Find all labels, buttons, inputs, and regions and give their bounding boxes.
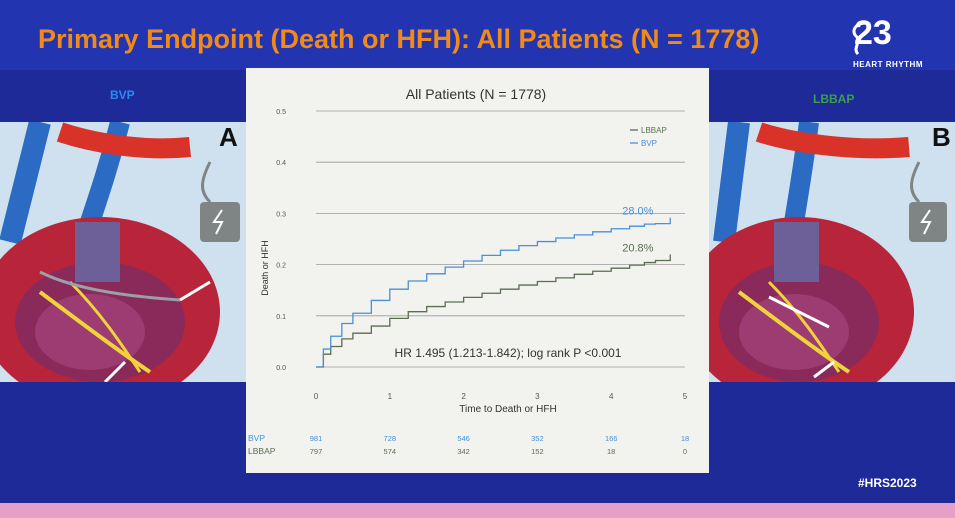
y-tick-0.5: 0.5	[276, 109, 286, 116]
at-risk-lbbap-1: 574	[384, 447, 397, 456]
x-tick-3: 3	[535, 392, 540, 401]
bvp-panel-label: BVP	[110, 88, 135, 102]
series-lines	[316, 217, 671, 368]
at-risk-lbbap-0: 797	[310, 447, 323, 456]
logo-swirl-icon	[852, 21, 871, 56]
at-risk-lbbap-3: 152	[531, 447, 544, 456]
at-risk-bvp-5: 18	[681, 434, 689, 443]
x-axis-label: Time to Death or HFH	[459, 404, 556, 415]
bvp-heart-illustration	[0, 122, 246, 382]
grid-lines	[316, 110, 685, 368]
legend-label-bvp: BVP	[641, 139, 657, 148]
at-risk-bvp-4: 166	[605, 434, 618, 443]
x-tick-2: 2	[461, 392, 466, 401]
lbbap-curve	[316, 254, 671, 368]
at-risk-lbbap-5: 0	[683, 447, 687, 456]
y-tick-0.4: 0.4	[276, 160, 286, 167]
km-chart-card: All Patients (N = 1778) Death or HFH Tim…	[246, 68, 709, 473]
at-risk-bvp-0: 981	[310, 434, 323, 443]
at-risk-label-bvp: BVP	[248, 433, 265, 443]
at-risk-bvp-1: 728	[384, 434, 397, 443]
at-risk-label-lbbap: LBBAP	[248, 446, 276, 456]
bvp-curve	[316, 217, 671, 368]
legend-label-lbbap: LBBAP	[641, 126, 667, 135]
logo-number: 23	[854, 14, 892, 52]
at-risk-bvp-2: 546	[457, 434, 470, 443]
bvp-end-label: 28.0%	[622, 206, 653, 218]
y-tick-0.2: 0.2	[276, 263, 286, 270]
slide-title: Primary Endpoint (Death or HFH): All Pat…	[38, 24, 760, 54]
y-axis-label: Death or HFH	[260, 240, 270, 296]
panel-letter-a: A	[219, 122, 238, 152]
x-tick-0: 0	[314, 392, 319, 401]
x-tick-5: 5	[683, 392, 688, 401]
at-risk-bvp-3: 352	[531, 434, 544, 443]
y-tick-0.0: 0.0	[276, 365, 286, 372]
at-risk-lbbap-2: 342	[457, 447, 470, 456]
at-risk-lbbap-4: 18	[607, 447, 615, 456]
chart-title: All Patients (N = 1778)	[406, 86, 546, 102]
hazard-ratio-annotation: HR 1.495 (1.213-1.842); log rank P <0.00…	[395, 346, 622, 360]
y-tick-0.1: 0.1	[276, 314, 286, 321]
x-tick-4: 4	[609, 392, 614, 401]
km-chart: All Patients (N = 1778) Death or HFH Tim…	[248, 86, 689, 456]
y-tick-labels: 0.0 0.1 0.2 0.3 0.4 0.5	[276, 109, 286, 372]
title-bar	[0, 0, 955, 70]
lbbap-end-label: 20.8%	[622, 243, 653, 255]
hrs-logo: 23 HEART RHYTHM	[848, 14, 928, 71]
at-risk-table: BVP 981 728 546 352 166 18 LBBAP 797 574 342 152 18 0	[248, 433, 689, 456]
chart-legend: LBBAP BVP	[630, 126, 667, 148]
x-tick-labels: 0 1 2 3 4 5	[314, 392, 688, 401]
series-end-labels: 20.8% 28.0%	[622, 206, 653, 255]
panel-letter-b: B	[932, 122, 951, 152]
logo-subtitle: HEART RHYTHM	[853, 60, 923, 69]
bottom-strip	[0, 503, 955, 518]
lbbap-heart-illustration	[709, 122, 955, 382]
x-tick-1: 1	[388, 392, 393, 401]
hashtag: #HRS2023	[858, 476, 917, 490]
lbbap-panel-label: LBBAP	[813, 92, 855, 106]
y-tick-0.3: 0.3	[276, 211, 286, 218]
